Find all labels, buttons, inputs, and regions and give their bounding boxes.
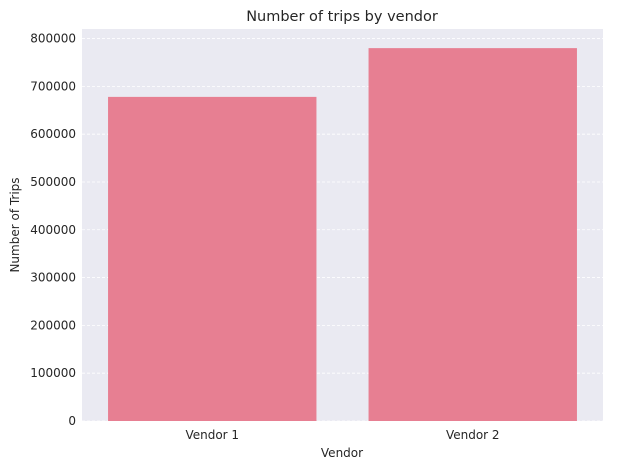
y-tick-label: 600000 — [30, 127, 76, 141]
x-axis-ticks: Vendor 1 Vendor 2 — [185, 428, 499, 442]
bar-vendor-2 — [368, 48, 577, 422]
y-tick-label: 100000 — [30, 366, 76, 380]
chart-title: Number of trips by vendor — [246, 9, 438, 25]
y-tick-label: 500000 — [30, 175, 76, 189]
y-tick-label: 400000 — [30, 223, 76, 237]
bar-vendor-1 — [108, 96, 317, 421]
y-tick-label: 700000 — [30, 79, 76, 93]
x-axis-label: Vendor — [321, 446, 363, 460]
bars — [108, 48, 577, 422]
y-tick-label: 300000 — [30, 271, 76, 285]
y-tick-label: 800000 — [30, 32, 76, 46]
x-tick-label: Vendor 1 — [185, 428, 239, 442]
y-axis-ticks: 0 100000 200000 300000 400000 500000 600000 700… — [30, 32, 76, 428]
x-tick-label: Vendor 2 — [446, 428, 500, 442]
y-tick-label: 0 — [68, 414, 76, 428]
y-axis-label: Number of Trips — [8, 177, 22, 272]
y-tick-label: 200000 — [30, 318, 76, 332]
